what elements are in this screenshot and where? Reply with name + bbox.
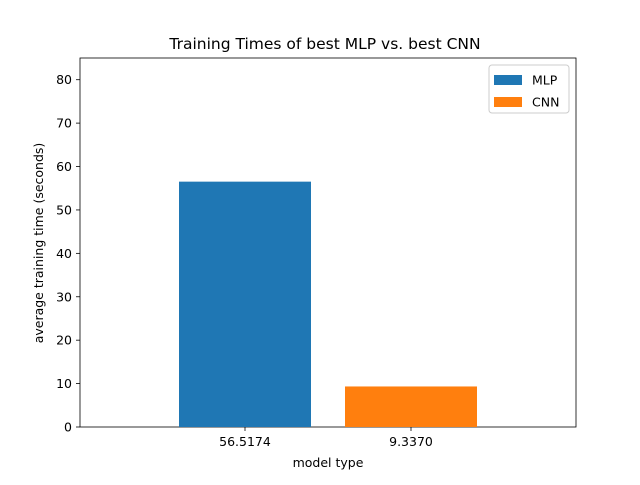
bars-group xyxy=(179,181,477,427)
x-tick-label: 9.3370 xyxy=(389,434,433,449)
chart-title: Training Times of best MLP vs. best CNN xyxy=(168,35,480,53)
y-tick-label: 20 xyxy=(56,333,72,348)
legend-swatch-mlp xyxy=(494,75,522,85)
y-tick-label: 0 xyxy=(64,420,72,435)
y-tick-label: 10 xyxy=(56,376,72,391)
y-tick-label: 70 xyxy=(56,116,72,131)
plot-area xyxy=(79,57,577,428)
y-axis: 0 10 20 30 40 50 60 70 80 xyxy=(56,72,80,435)
x-tick-label: 56.5174 xyxy=(219,434,271,449)
y-tick-label: 80 xyxy=(56,72,72,87)
x-axis: 56.5174 9.3370 xyxy=(219,427,433,449)
bar-mlp xyxy=(179,181,311,427)
plot-frame xyxy=(79,57,577,428)
legend-label-mlp: MLP xyxy=(532,73,558,88)
y-tick-label: 50 xyxy=(56,202,72,217)
legend-swatch-cnn xyxy=(494,97,522,107)
y-tick-label: 30 xyxy=(56,289,72,304)
x-axis-label: model type xyxy=(293,455,364,470)
bar-cnn xyxy=(345,386,477,427)
y-tick-label: 60 xyxy=(56,159,72,174)
y-axis-label: average training time (seconds) xyxy=(31,143,46,344)
y-tick-label: 40 xyxy=(56,246,72,261)
legend: MLP CNN xyxy=(488,64,570,114)
legend-label-cnn: CNN xyxy=(532,95,559,110)
